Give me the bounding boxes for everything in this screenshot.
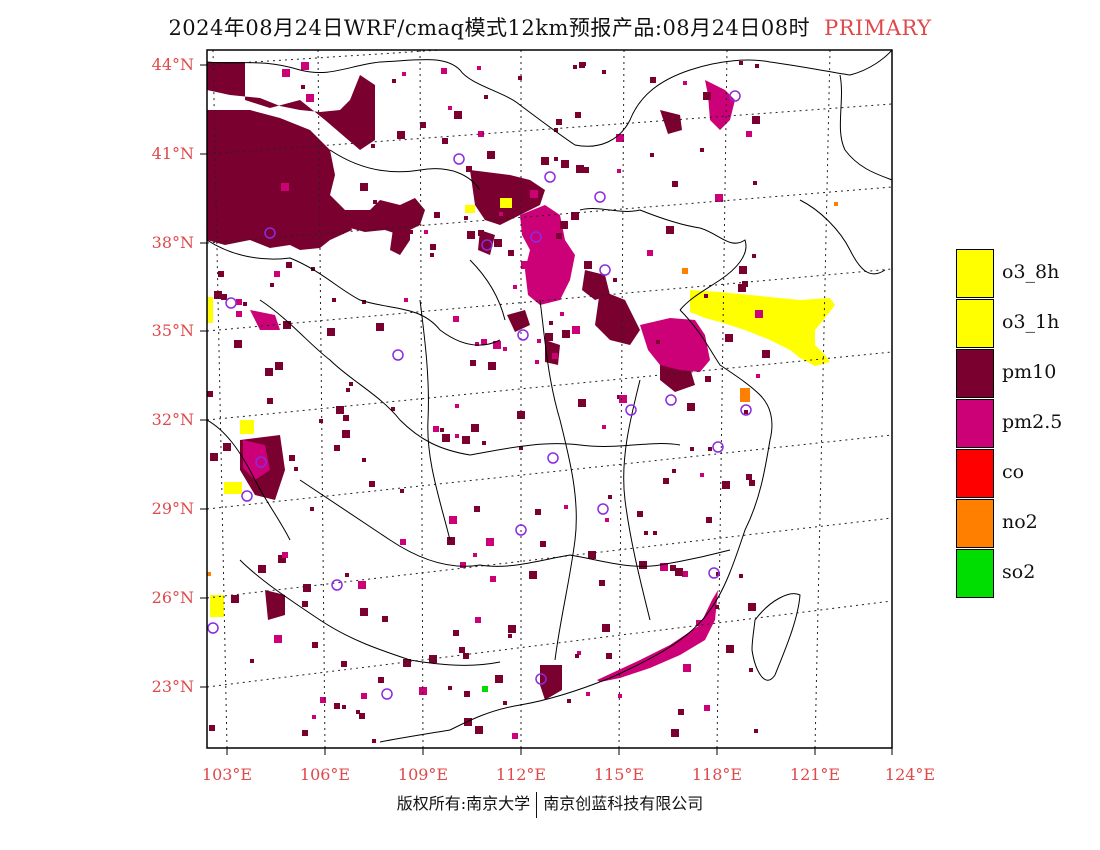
o3-region [207, 198, 835, 617]
legend-swatch [956, 299, 994, 348]
axis-ticks [200, 64, 893, 755]
boundaries [207, 50, 892, 743]
so2-spots [482, 686, 488, 692]
copyright-left: 版权所有:南京大学 [396, 794, 531, 813]
pollutant-speckles [207, 61, 770, 743]
legend-label: pm10 [1002, 361, 1057, 383]
map-title-text: 2024年08月24日WRF/cmaq模式12km预报产品:08月24日08时 [168, 16, 811, 40]
longitude-label: 124°E [884, 765, 936, 784]
copyright-right: 南京创蓝科技有限公司 [543, 794, 704, 813]
latitude-label: 29°N [151, 499, 194, 518]
latitude-label: 38°N [151, 233, 194, 252]
legend-label: no2 [1002, 511, 1038, 533]
legend-swatch [956, 399, 994, 448]
legend-label: so2 [1002, 561, 1036, 583]
footer-separator [536, 791, 538, 818]
longitude-label: 106°E [299, 765, 351, 784]
latitude-label: 32°N [151, 410, 194, 429]
longitude-label: 109°E [397, 765, 449, 784]
legend-swatch [956, 549, 994, 598]
monitoring-stations [207, 90, 752, 700]
longitude-label: 121°E [789, 765, 841, 784]
legend-label: co [1002, 461, 1025, 483]
longitude-label: 103°E [201, 765, 253, 784]
latitude-label: 44°N [151, 55, 194, 74]
legend-swatch [956, 449, 994, 498]
legend-swatch [956, 499, 994, 548]
legend-label: pm2.5 [1002, 411, 1063, 433]
map-title-tag: PRIMARY [824, 16, 932, 40]
latitude-label: 26°N [151, 588, 194, 607]
copyright-footer: 版权所有:南京大学 南京创蓝科技有限公司 [0, 790, 1100, 818]
latitude-label: 41°N [151, 144, 194, 163]
longitude-label: 115°E [593, 765, 645, 784]
latitude-label: 23°N [151, 677, 194, 696]
legend-label: o3_1h [1002, 311, 1060, 333]
pm25-region [243, 80, 735, 682]
map-title: 2024年08月24日WRF/cmaq模式12km预报产品:08月24日08时 P… [0, 12, 1100, 42]
longitude-label: 112°E [495, 765, 547, 784]
legend-swatch [956, 249, 994, 298]
no2-spots [207, 202, 838, 576]
longitude-label: 118°E [691, 765, 743, 784]
graticule [207, 50, 892, 748]
latitude-label: 35°N [151, 321, 194, 340]
legend-label: o3_8h [1002, 261, 1060, 283]
map-frame [206, 49, 893, 749]
legend-swatch [956, 349, 994, 398]
